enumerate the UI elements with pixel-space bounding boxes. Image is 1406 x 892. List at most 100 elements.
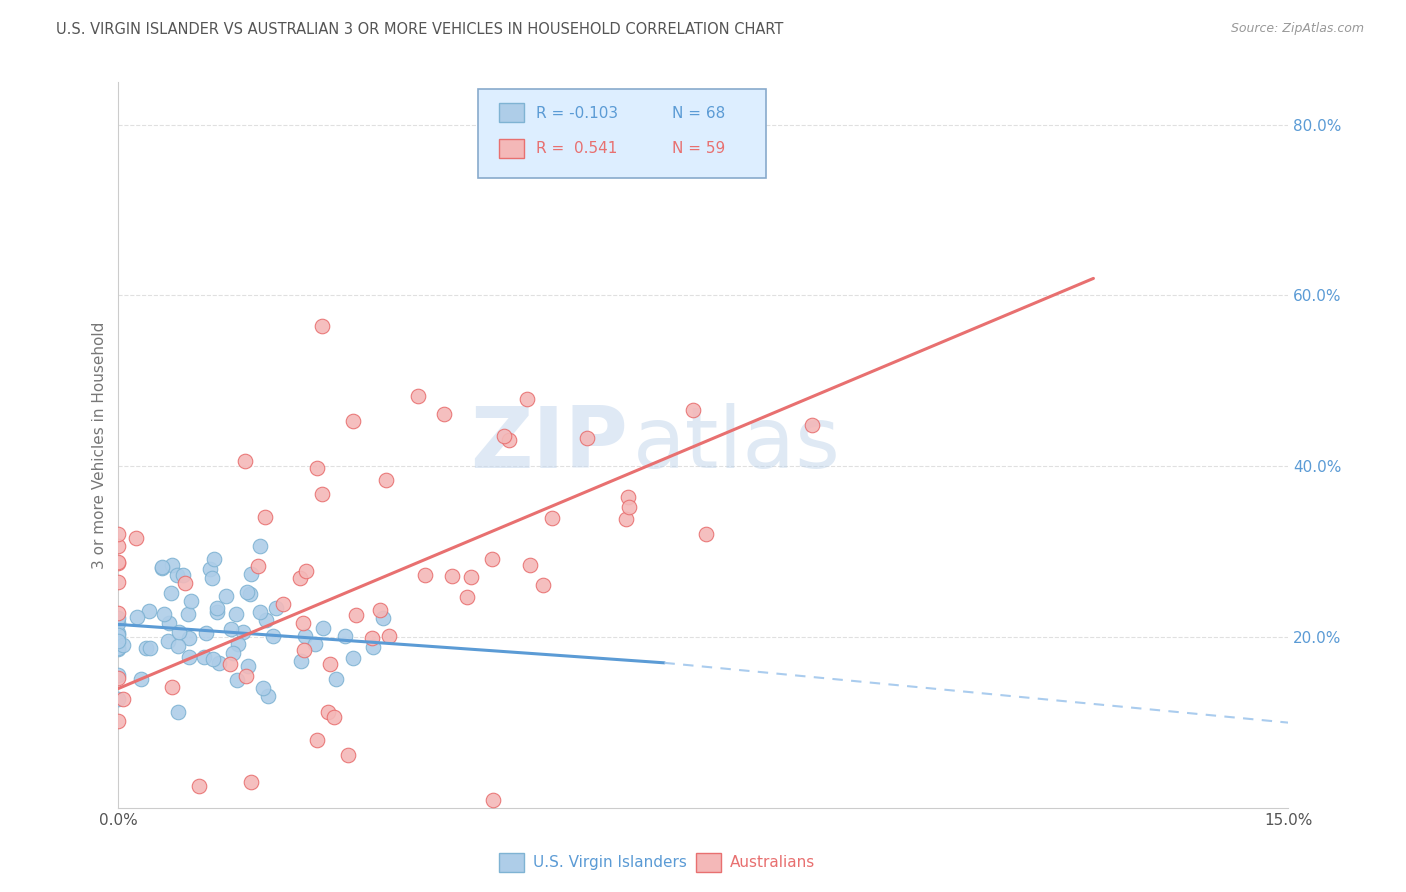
Point: [205, 601, 228, 615]
Point: [800, 417, 823, 432]
Point: [176, 607, 198, 621]
Text: R = -0.103: R = -0.103: [536, 106, 617, 120]
Point: [254, 613, 277, 627]
Point: [288, 570, 311, 584]
Point: [193, 650, 215, 665]
Point: [519, 558, 541, 572]
Point: [225, 673, 247, 688]
Point: [311, 319, 333, 334]
Point: [225, 607, 247, 621]
Point: [695, 527, 717, 541]
Point: [238, 659, 260, 673]
Point: [361, 640, 384, 655]
Point: [271, 598, 294, 612]
Point: [262, 629, 284, 643]
Point: [208, 657, 231, 671]
Text: N = 59: N = 59: [672, 142, 725, 156]
Point: [157, 615, 180, 630]
Point: [107, 526, 129, 541]
Point: [371, 611, 394, 625]
Point: [311, 486, 333, 500]
Point: [160, 558, 183, 573]
Point: [294, 629, 316, 643]
Point: [264, 600, 287, 615]
Point: [240, 566, 263, 581]
Text: N = 68: N = 68: [672, 106, 725, 120]
Point: [325, 672, 347, 686]
Point: [360, 631, 382, 645]
Point: [107, 640, 129, 655]
Point: [305, 461, 328, 475]
Point: [219, 657, 242, 671]
Point: [174, 575, 197, 590]
Point: [129, 672, 152, 686]
Point: [239, 587, 262, 601]
Point: [406, 389, 429, 403]
Point: [342, 650, 364, 665]
Point: [233, 454, 256, 468]
Point: [290, 654, 312, 668]
Text: Source: ZipAtlas.com: Source: ZipAtlas.com: [1230, 22, 1364, 36]
Point: [172, 568, 194, 582]
Point: [292, 615, 315, 630]
Point: [107, 671, 129, 685]
Point: [236, 585, 259, 599]
Point: [254, 510, 277, 524]
Point: [292, 643, 315, 657]
Point: [166, 568, 188, 582]
Point: [198, 562, 221, 576]
Point: [202, 552, 225, 566]
Point: [112, 692, 135, 706]
Point: [138, 604, 160, 618]
Point: [167, 639, 190, 653]
Text: ZIP: ZIP: [470, 403, 627, 486]
Text: U.S. Virgin Islanders: U.S. Virgin Islanders: [533, 855, 686, 870]
Point: [150, 561, 173, 575]
Point: [682, 402, 704, 417]
Point: [125, 610, 148, 624]
Point: [616, 490, 638, 504]
Y-axis label: 3 or more Vehicles in Household: 3 or more Vehicles in Household: [93, 321, 107, 569]
Point: [187, 779, 209, 793]
Point: [125, 531, 148, 545]
Point: [162, 680, 184, 694]
Point: [316, 705, 339, 719]
Point: [368, 603, 391, 617]
Point: [305, 732, 328, 747]
Point: [167, 625, 190, 640]
Point: [107, 667, 129, 681]
Point: [215, 589, 238, 603]
Point: [252, 681, 274, 695]
Point: [540, 510, 562, 524]
Point: [167, 706, 190, 720]
Point: [531, 578, 554, 592]
Point: [107, 555, 129, 569]
Point: [247, 558, 270, 573]
Point: [107, 557, 129, 571]
Point: [342, 413, 364, 427]
Point: [378, 629, 401, 643]
Point: [107, 611, 129, 625]
Point: [516, 392, 538, 407]
Point: [413, 568, 436, 582]
Point: [107, 628, 129, 642]
Point: [107, 626, 129, 640]
Point: [201, 571, 224, 585]
Point: [617, 500, 640, 514]
Point: [295, 564, 318, 578]
Point: [205, 605, 228, 619]
Point: [311, 622, 333, 636]
Point: [150, 560, 173, 574]
Point: [107, 692, 129, 706]
Point: [135, 640, 157, 655]
Point: [179, 649, 201, 664]
Point: [139, 641, 162, 656]
Point: [256, 690, 278, 704]
Point: [112, 638, 135, 652]
Text: U.S. VIRGIN ISLANDER VS AUSTRALIAN 3 OR MORE VEHICLES IN HOUSEHOLD CORRELATION C: U.S. VIRGIN ISLANDER VS AUSTRALIAN 3 OR …: [56, 22, 783, 37]
Point: [226, 637, 249, 651]
Point: [440, 569, 463, 583]
Point: [460, 569, 482, 583]
Point: [156, 633, 179, 648]
Point: [107, 714, 129, 729]
